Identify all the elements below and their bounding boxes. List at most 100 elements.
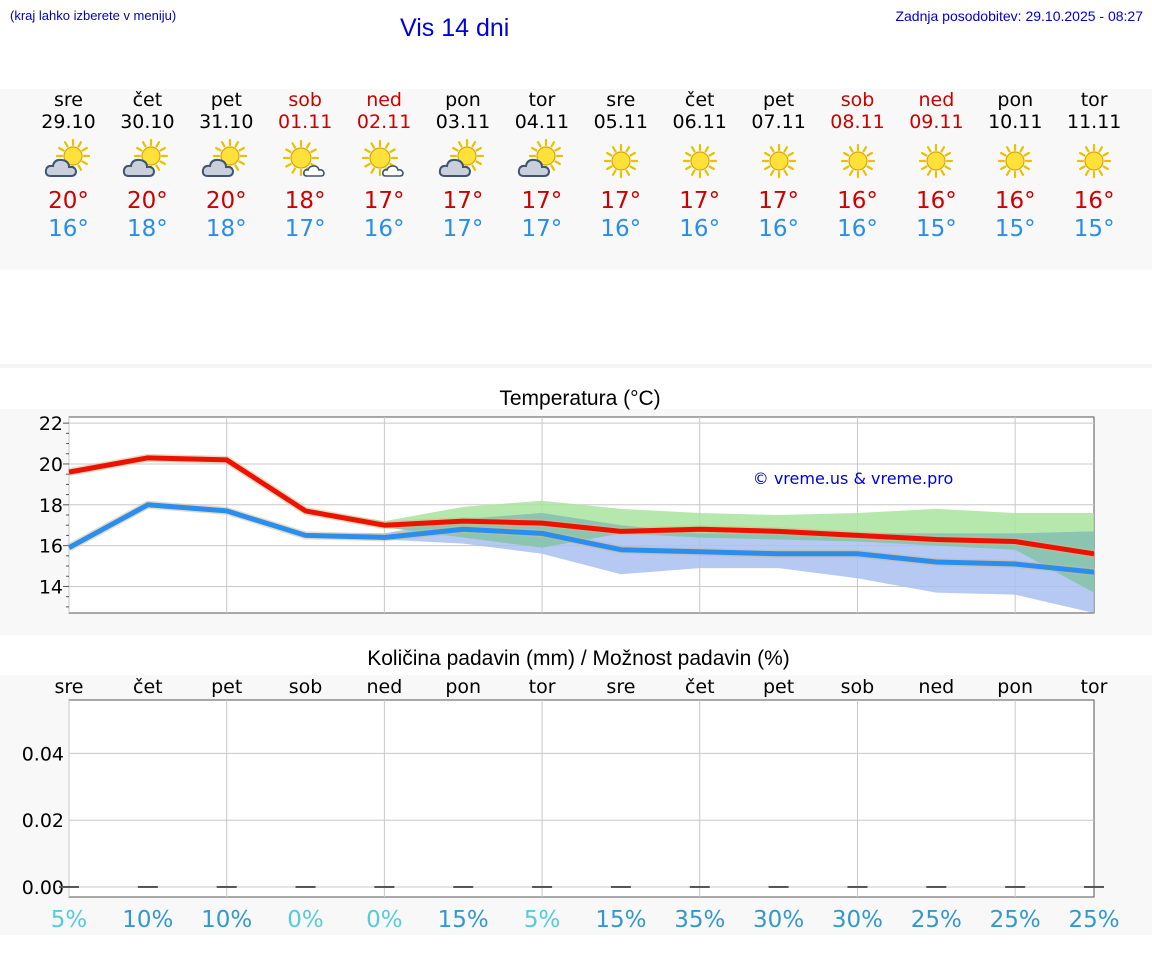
y-tick-label: 22: [39, 413, 63, 435]
sun-ray: [1019, 169, 1025, 176]
sun-ray: [291, 167, 297, 174]
sun-small-cloud-icon: [361, 139, 404, 177]
min-temperature: 15°: [994, 216, 1036, 242]
day-column: sob 01.11 18° 17°: [265, 89, 345, 243]
sun-ray: [704, 146, 709, 153]
max-temperature: 17°: [679, 188, 721, 214]
y-tick-label: 20: [39, 454, 63, 476]
sun-ray: [708, 165, 715, 171]
sun-ray: [1019, 146, 1025, 153]
precipitation-probability: 15%: [595, 907, 646, 933]
day-column: sre 05.11 17° 16°: [581, 89, 661, 243]
sun-ray: [389, 148, 396, 154]
sun-ray: [471, 164, 477, 171]
sun-ray: [364, 148, 371, 154]
day-name: sre: [606, 89, 636, 111]
sun-ray: [1006, 169, 1011, 176]
sun-ray: [848, 169, 854, 176]
sun-behind-cloud-icon: [44, 139, 90, 177]
sun-icon: [1077, 143, 1112, 179]
day-axis-label: ned: [918, 676, 954, 698]
sun-ray: [769, 169, 775, 176]
day-name: pon: [445, 89, 481, 111]
max-temperature-line: [68, 455, 1095, 557]
day-date: 01.11: [277, 111, 333, 133]
sun-ray: [1079, 165, 1086, 171]
sun-ray: [238, 146, 246, 152]
sun-ray: [136, 146, 143, 152]
day-name: ned: [918, 89, 955, 111]
sun-ray: [238, 160, 246, 166]
precipitation-bar: [59, 885, 79, 888]
day-name: pon: [997, 89, 1034, 111]
day-axis-label: čet: [685, 676, 715, 698]
sun-ray: [625, 169, 630, 176]
y-tick-label: 0.00: [22, 877, 64, 899]
sun-ray: [927, 169, 932, 176]
precipitation-chart-title: Količina padavin (mm) / Možnost padavin …: [367, 647, 790, 670]
sun-disc: [768, 151, 789, 171]
day-axis-label: sob: [289, 676, 323, 698]
day-name: ned: [366, 89, 402, 111]
precipitation-bar: [295, 885, 316, 888]
sun-ray: [364, 162, 371, 168]
day-column: čet 06.11 17° 16°: [660, 89, 740, 243]
day-axis-label: pet: [211, 676, 242, 698]
max-temperature: 16°: [994, 188, 1036, 214]
y-tick-label: 18: [39, 495, 63, 517]
day-column: sob 08.11 16° 16°: [818, 89, 898, 243]
sun-disc: [1005, 151, 1025, 171]
sun-ray: [550, 164, 555, 171]
sun-ray: [940, 169, 946, 176]
min-spread-band: [69, 502, 1094, 613]
sun-ray: [690, 146, 696, 153]
separator: [0, 364, 1152, 368]
sun-disc: [847, 151, 868, 171]
cloud-shape: [517, 158, 550, 177]
day-date: 03.11: [435, 111, 491, 133]
sun-disc: [611, 151, 631, 171]
day-date: 08.11: [830, 111, 885, 133]
sun-ray: [763, 165, 771, 171]
min-temperature: 16°: [600, 216, 642, 242]
sun-icon: [682, 143, 717, 179]
max-temperature: 20°: [205, 188, 247, 214]
sun-disc: [62, 146, 83, 166]
min-temperature: 16°: [48, 216, 89, 242]
sun-ray: [370, 142, 376, 149]
precipitation-bar: [689, 885, 710, 888]
day-date: 10.11: [988, 111, 1043, 133]
max-temperature: 16°: [916, 188, 957, 214]
day-axis-label: pon: [997, 676, 1033, 698]
sun-ray: [1102, 165, 1110, 171]
sun-icon: [603, 143, 638, 179]
precipitation-probability: 25%: [990, 907, 1041, 933]
cloud-shape: [303, 165, 325, 177]
sun-ray: [944, 165, 952, 171]
sun-ray: [471, 141, 477, 148]
max-temperature: 17°: [758, 188, 799, 214]
sun-ray: [865, 151, 873, 157]
sun-ray: [842, 151, 850, 157]
sun-ray: [159, 160, 167, 166]
precipitation-bar: [768, 885, 789, 888]
precipitation-bar: [453, 885, 474, 888]
sun-ray: [690, 169, 696, 176]
sun-ray: [370, 167, 376, 174]
day-column: pon 03.11 17° 17°: [423, 89, 503, 243]
sun-ray: [142, 141, 147, 148]
sun-ray: [848, 146, 854, 153]
sun-ray: [865, 165, 873, 171]
sun-ray: [605, 165, 613, 171]
precipitation-probability: 30%: [832, 907, 883, 933]
sun-ray: [684, 151, 692, 157]
day-date: 31.10: [199, 111, 254, 133]
day-date: 09.11: [909, 111, 964, 133]
sun-ray: [1006, 146, 1011, 153]
cloud-shape: [202, 158, 235, 177]
sun-ray: [452, 146, 459, 152]
precipitation-bar: [610, 885, 631, 888]
day-column: čet 30.10 20° 18°: [107, 89, 187, 243]
day-column: sre 29.10 20° 16°: [29, 89, 109, 243]
sun-small-cloud-icon: [283, 139, 325, 177]
